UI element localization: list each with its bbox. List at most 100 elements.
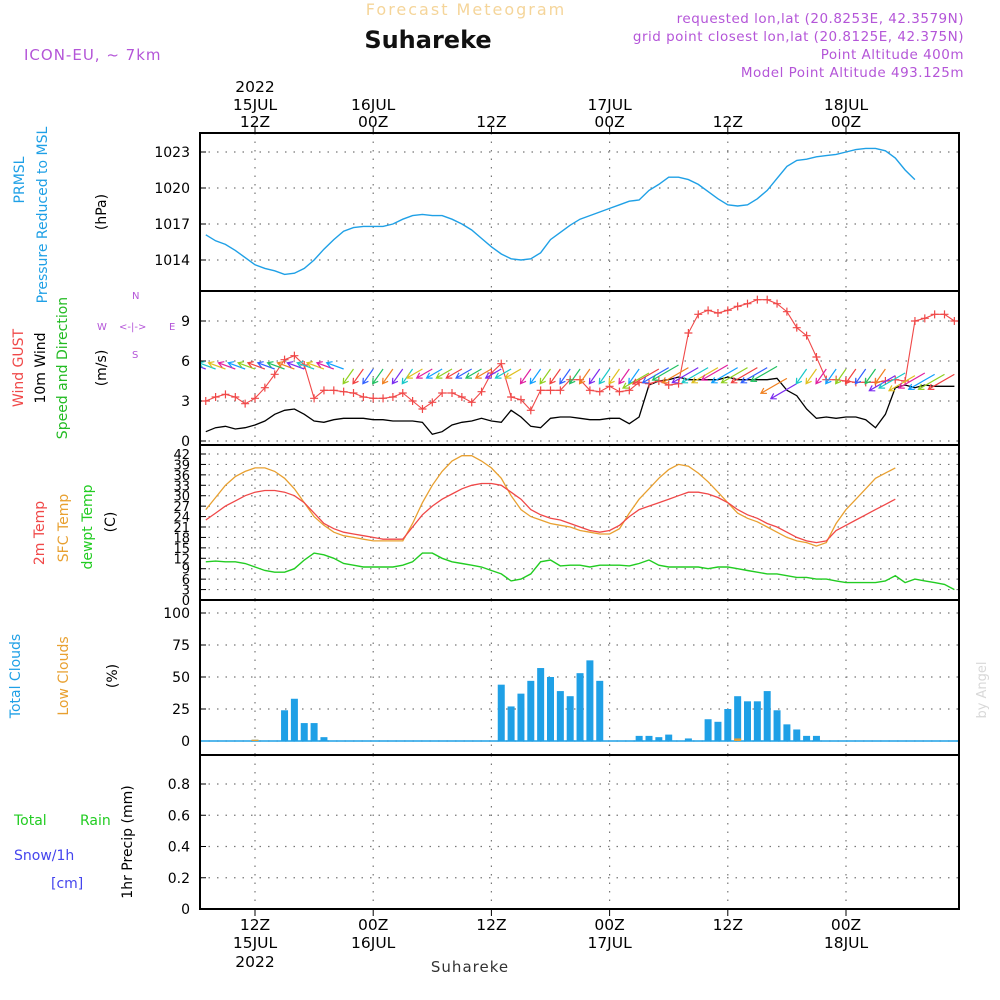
temp-2m-line xyxy=(205,482,896,544)
wind-arrow xyxy=(464,368,482,379)
gust-point xyxy=(349,389,358,397)
wind-arrow xyxy=(484,368,502,379)
gust-point xyxy=(310,394,319,403)
gust-point xyxy=(704,306,713,315)
wind-arrow xyxy=(730,367,758,384)
wind-arrow xyxy=(276,361,295,370)
wind-arrow xyxy=(455,368,472,379)
gust-point xyxy=(290,351,299,360)
gust-point xyxy=(280,355,289,364)
wind-arrow xyxy=(618,368,630,385)
wind-unit-label: (m/s) xyxy=(94,350,110,387)
y-tick-label: 1017 xyxy=(154,217,190,233)
wind-arrow xyxy=(445,368,463,379)
compass-rose: W <-|-> E N S xyxy=(97,291,175,361)
bottom-time-label: 17JUL xyxy=(587,934,632,952)
y-tick-label: 50 xyxy=(172,670,190,686)
location-name: Suhareke xyxy=(364,26,491,54)
chart-title: Forecast Meteogram xyxy=(366,0,566,19)
total-cloud-bar xyxy=(527,680,535,741)
precip-panel: 0 0.2 0.4 0.6 0.8 xyxy=(168,755,959,918)
gust-point xyxy=(645,379,653,388)
y-tick-label: 0.6 xyxy=(168,808,190,824)
y-tick-label: 36 xyxy=(173,469,190,484)
gust-point xyxy=(694,310,703,319)
y-tick-label: 1014 xyxy=(154,253,190,269)
prmsl-line xyxy=(205,147,916,276)
bottom-time-label: 2022 xyxy=(235,953,274,971)
wind-arrow xyxy=(362,368,374,385)
total-cloud-bar xyxy=(734,696,742,741)
point-altitude: Point Altitude 400m xyxy=(821,47,964,63)
bottom-time-label: 00Z xyxy=(831,916,861,934)
wind-arrow xyxy=(569,368,581,385)
panel-frame xyxy=(199,290,960,446)
wind-arrow xyxy=(578,368,591,385)
y-tick-label: 12 xyxy=(173,552,190,567)
wind-arrow xyxy=(246,361,266,370)
clouds-unit-label: (%) xyxy=(105,664,121,688)
gust-markers xyxy=(201,295,959,415)
compass-west: W xyxy=(97,322,107,333)
wind-arrow xyxy=(519,368,532,385)
credit-watermark: by Angel xyxy=(975,661,990,718)
gust-point xyxy=(664,381,673,389)
total-cloud-bar xyxy=(537,668,545,741)
y-tick-label: 3 xyxy=(181,394,190,410)
gust-point xyxy=(260,383,269,392)
bottom-time-label: 12Z xyxy=(713,916,743,934)
dewpt-line xyxy=(205,552,955,591)
top-time-label: 2022 xyxy=(235,78,274,96)
wind-arrow xyxy=(874,368,886,385)
total-cloud-bar xyxy=(310,723,318,741)
wind-arrow xyxy=(405,368,423,379)
gust-point xyxy=(595,387,604,396)
temp-dewpt-label: dewpt Temp xyxy=(80,484,96,569)
y-tick-label: 9 xyxy=(182,563,190,578)
wind-arrow xyxy=(256,361,275,370)
compass-south: S xyxy=(132,350,138,361)
gust-point xyxy=(398,389,407,397)
gust-point xyxy=(379,394,388,403)
total-cloud-bar xyxy=(724,709,732,741)
wind-arrow xyxy=(621,372,650,389)
wind-arrow xyxy=(661,367,689,384)
total-cloud-bar xyxy=(320,737,328,741)
wind-arrow xyxy=(207,361,226,370)
total-cloud-bar xyxy=(290,698,298,741)
wind-arrow xyxy=(835,368,847,385)
wind-arrow xyxy=(700,364,729,381)
total-cloud-bar xyxy=(783,724,791,741)
top-time-label: 18JUL xyxy=(824,96,869,114)
gust-point xyxy=(753,295,762,304)
gust-point xyxy=(920,314,929,323)
total-cloud-bar xyxy=(793,729,801,741)
cloud-bars xyxy=(251,660,820,741)
wind-arrow xyxy=(494,368,512,379)
y-tick-label: 0 xyxy=(182,594,190,609)
requested-coords: requested lon,lat (20.8253E, 42.3579N) xyxy=(677,11,964,27)
wind-panel: 0 3 6 9 xyxy=(181,291,959,450)
y-tick-label: 3 xyxy=(182,584,190,599)
gust-point xyxy=(241,399,250,408)
y-tick-label: 0 xyxy=(181,902,190,918)
top-time-label: 00Z xyxy=(594,113,624,131)
total-cloud-bar xyxy=(635,735,643,741)
gust-point xyxy=(556,386,565,395)
gust-point xyxy=(546,386,555,395)
wind-arrow xyxy=(559,368,571,385)
wind-arrow xyxy=(805,368,817,385)
total-cloud-bar xyxy=(803,735,811,741)
gust-point xyxy=(792,323,801,332)
wind-arrow xyxy=(740,367,768,384)
y-tick-label: 0.4 xyxy=(168,840,190,856)
total-cloud-bar xyxy=(684,738,692,741)
pressure-grid xyxy=(200,133,959,291)
wind-arrow xyxy=(710,367,738,384)
gust-point xyxy=(369,394,378,403)
top-time-label: 17JUL xyxy=(587,96,632,114)
wind-arrow xyxy=(759,377,788,394)
wind-arrow xyxy=(286,361,305,370)
